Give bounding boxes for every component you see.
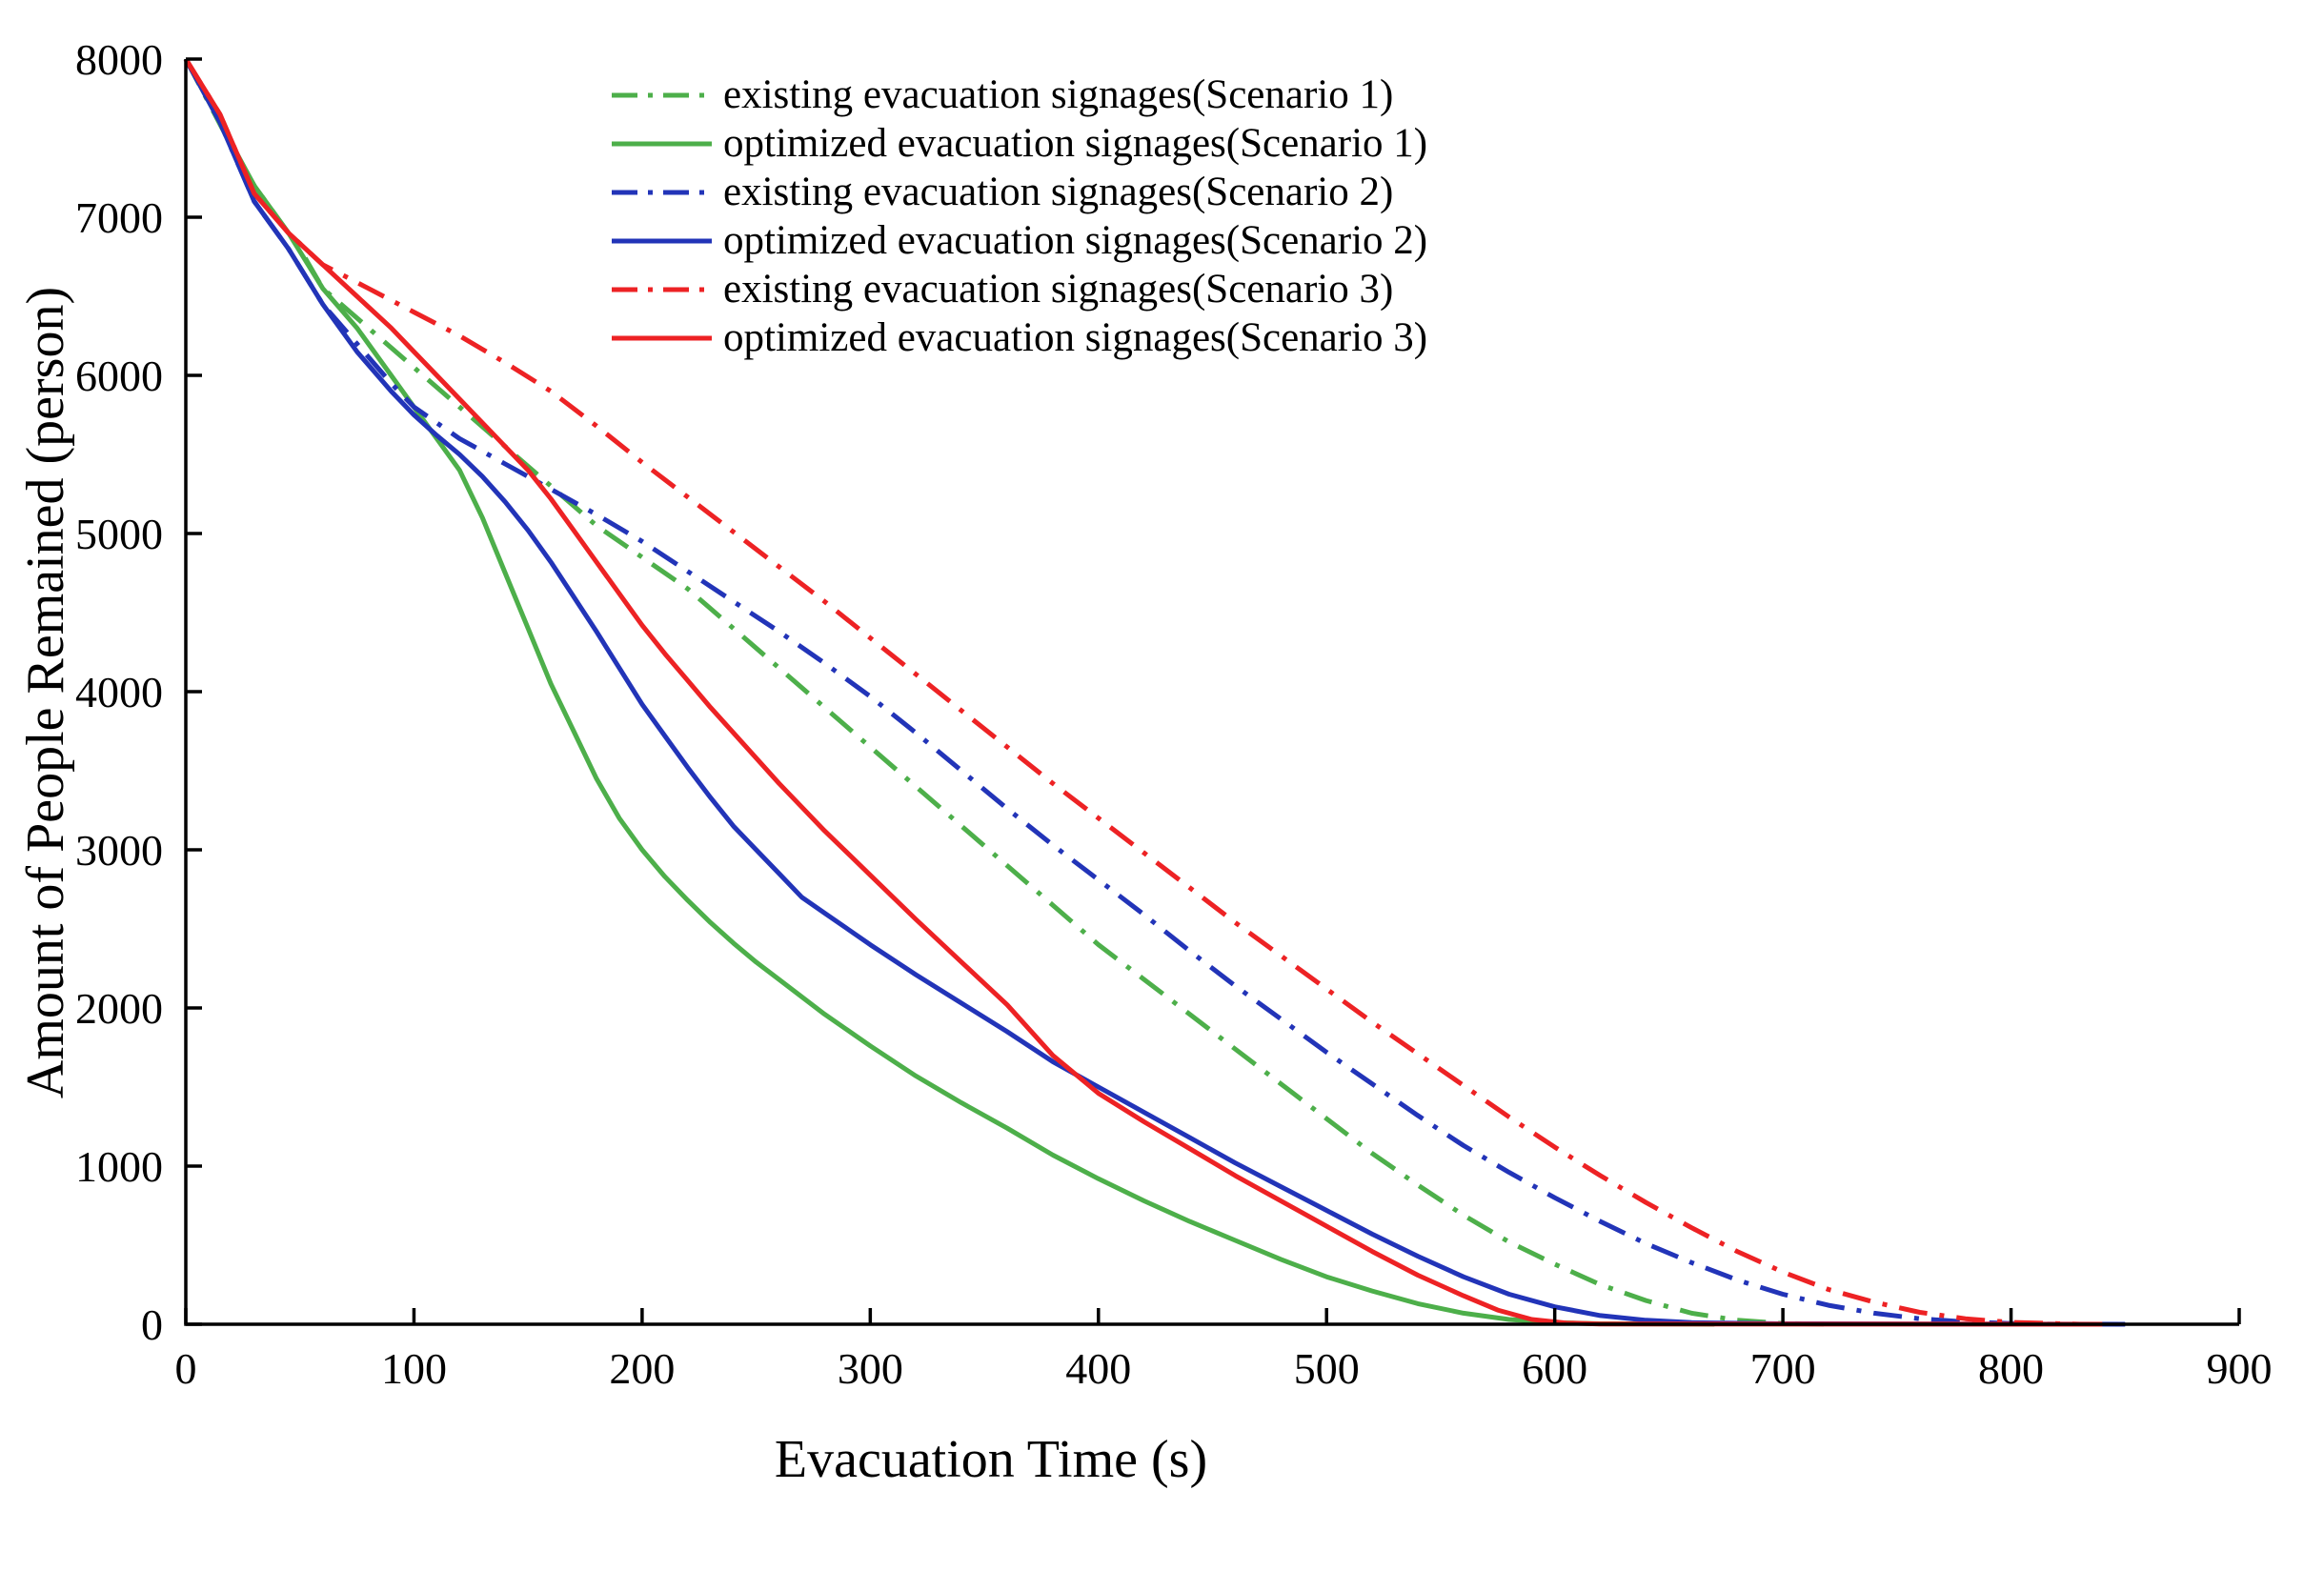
x-tick-label: 600	[1522, 1344, 1587, 1393]
legend-item-existing-scenario-3: existing evacuation signages(Scenario 3)	[612, 265, 1427, 313]
y-tick-label: 2000	[75, 984, 163, 1033]
legend-item-existing-scenario-1: existing evacuation signages(Scenario 1)	[612, 70, 1427, 119]
legend-line-sample	[612, 238, 712, 243]
legend-item-label: optimized evacuation signages(Scenario 3…	[723, 315, 1428, 360]
x-tick-label: 300	[838, 1344, 903, 1393]
y-tick-label: 1000	[75, 1142, 163, 1191]
x-tick-label: 200	[609, 1344, 675, 1393]
legend-item-optimized-scenario-3: optimized evacuation signages(Scenario 3…	[612, 313, 1427, 362]
legend-line-sample	[612, 141, 712, 146]
legend-item-label: existing evacuation signages(Scenario 2)	[723, 170, 1394, 214]
series-line-optimized-scenario-3	[183, 57, 2103, 1327]
series-line-optimized-scenario-2	[183, 57, 2126, 1327]
series-line-existing-scenario-2	[183, 57, 2057, 1327]
legend-line-sample	[612, 92, 712, 97]
x-tick-label: 0	[175, 1344, 197, 1393]
y-tick-label: 8000	[75, 35, 163, 84]
x-tick-label: 400	[1065, 1344, 1131, 1393]
legend-item-label: optimized evacuation signages(Scenario 2…	[723, 218, 1428, 263]
x-axis-title: Evacuation Time (s)	[774, 1430, 1208, 1489]
y-tick-label: 6000	[75, 352, 163, 400]
legend-item-existing-scenario-2: existing evacuation signages(Scenario 2)	[612, 168, 1427, 216]
x-tick-label: 900	[2207, 1344, 2273, 1393]
y-tick-label: 0	[141, 1300, 163, 1349]
legend: existing evacuation signages(Scenario 1)…	[612, 70, 1427, 362]
legend-line-sample	[612, 190, 712, 194]
legend-line-sample	[612, 287, 712, 292]
legend-item-optimized-scenario-1: optimized evacuation signages(Scenario 1…	[612, 119, 1427, 168]
legend-item-optimized-scenario-2: optimized evacuation signages(Scenario 2…	[612, 216, 1427, 265]
series-line-optimized-scenario-1	[183, 57, 1715, 1327]
legend-item-label: existing evacuation signages(Scenario 1)	[723, 72, 1394, 117]
y-axis-title: Amount of People Remained (person)	[16, 286, 75, 1099]
x-tick-label: 800	[1978, 1344, 2044, 1393]
y-tick-label: 7000	[75, 193, 163, 242]
legend-item-label: optimized evacuation signages(Scenario 1…	[723, 121, 1428, 166]
legend-line-sample	[612, 335, 712, 340]
x-tick-label: 500	[1294, 1344, 1360, 1393]
series-line-existing-scenario-3	[183, 57, 2080, 1327]
y-tick-label: 4000	[75, 668, 163, 716]
x-tick-label: 100	[381, 1344, 447, 1393]
y-tick-label: 5000	[75, 510, 163, 558]
y-tick-label: 3000	[75, 826, 163, 875]
x-tick-label: 700	[1750, 1344, 1816, 1393]
legend-item-label: existing evacuation signages(Scenario 3)	[723, 267, 1394, 312]
